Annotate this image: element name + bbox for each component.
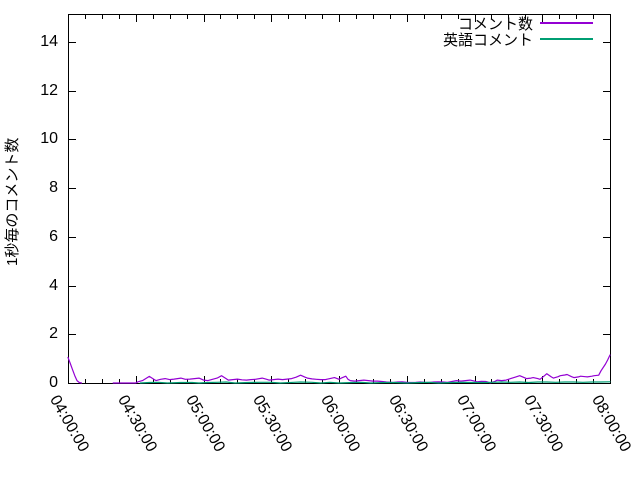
legend-item-english-comments: 英語コメント <box>442 31 593 49</box>
legend: コメント数 英語コメント <box>442 15 593 49</box>
legend-line-sample-green <box>540 38 593 40</box>
legend-item-comment-count: コメント数 <box>443 15 593 33</box>
legend-line-sample-purple <box>540 22 593 24</box>
y-axis-title: 1秒毎のコメント数 <box>4 137 21 266</box>
legend-label-comment-count: コメント数 <box>457 15 533 33</box>
legend-label-english-comments: 英語コメント <box>442 31 533 49</box>
